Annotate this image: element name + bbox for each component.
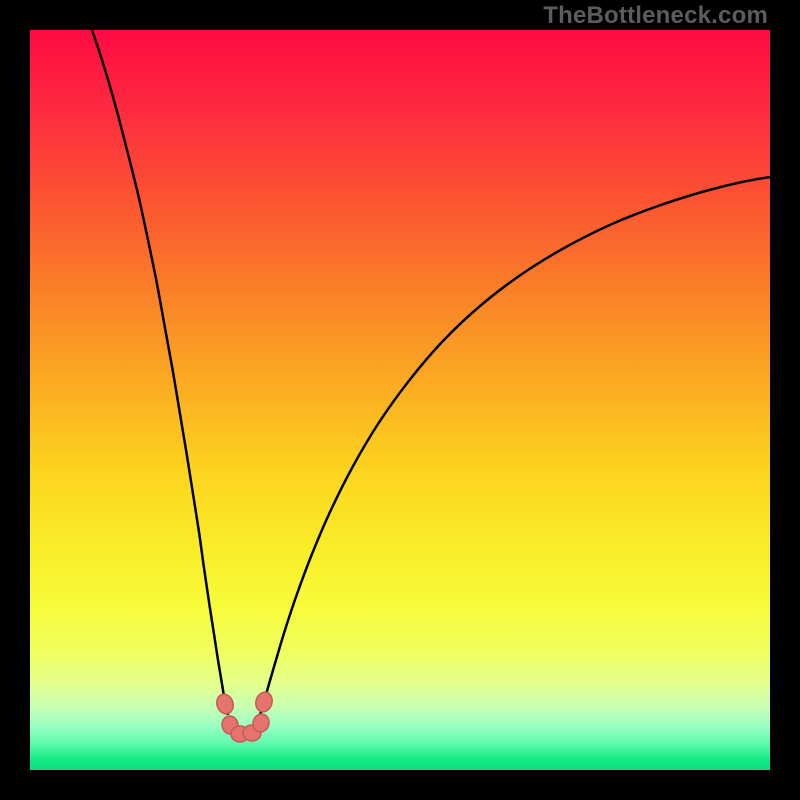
bottleneck-chart-svg (0, 0, 800, 800)
chart-frame (0, 0, 800, 800)
watermark-text: TheBottleneck.com (543, 2, 768, 30)
plot-area (30, 30, 770, 770)
